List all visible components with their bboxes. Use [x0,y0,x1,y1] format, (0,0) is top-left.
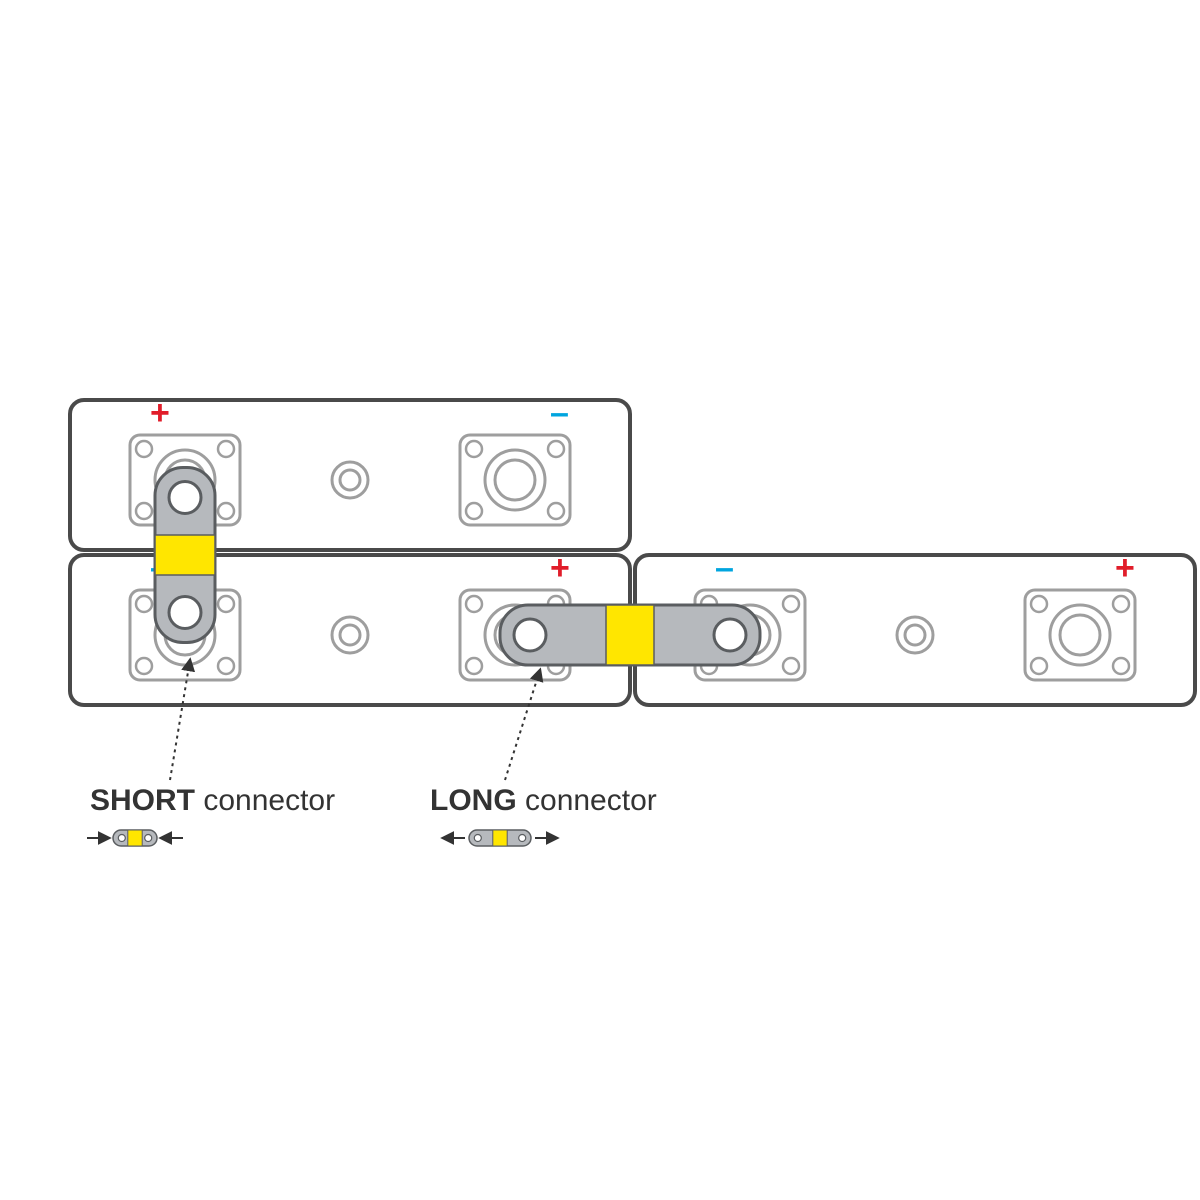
svg-text:–: – [715,549,734,587]
svg-text:SHORT connector: SHORT connector [90,784,335,817]
svg-text:+: + [150,394,170,432]
long-label-bold: LONG [430,784,517,817]
long-label-rest: connector [517,784,657,817]
svg-text:LONG connector: LONG connector [430,784,657,817]
short-connector [155,468,215,643]
svg-text:–: – [550,394,569,432]
short-label-rest: connector [195,784,335,817]
svg-text:+: + [550,549,570,587]
short-label-bold: SHORT [90,784,195,817]
svg-text:+: + [1115,549,1135,587]
long-connector [500,605,760,665]
